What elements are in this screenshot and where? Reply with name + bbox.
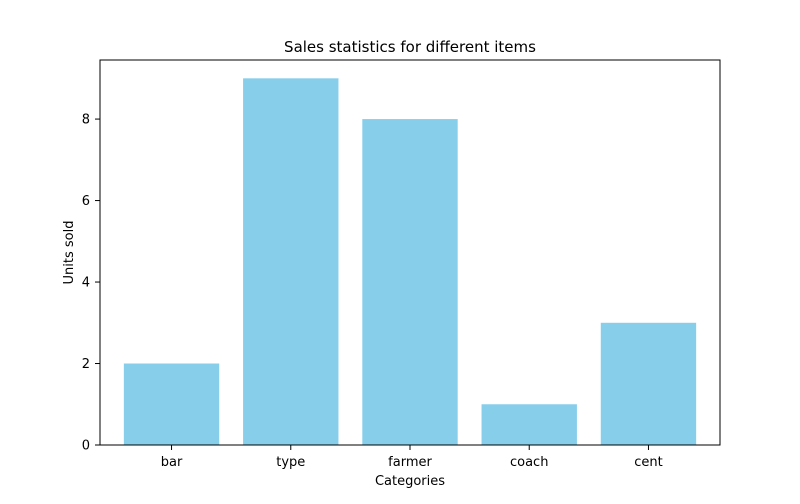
bar-farmer [362,119,458,446]
y-tick-label: 2 [82,357,90,372]
bar-type [243,78,339,445]
axes-frame [99,59,721,446]
x-tick-label: type [276,455,305,470]
y-axis-ticks: 0 2 4 6 8 [82,113,100,454]
y-axis-label: Units sold [62,221,77,285]
x-axis-label: Categories [375,474,445,489]
chart-title: Sales statistics for different items [284,38,536,56]
bar-coach [481,404,577,445]
y-tick-label: 6 [82,194,90,209]
plot-area [123,78,697,446]
x-tick-label: cent [634,455,662,470]
x-tick-label: coach [510,455,548,470]
x-tick-label: farmer [388,455,432,470]
y-tick-label: 4 [82,276,90,291]
x-tick-label: bar [161,455,183,470]
x-axis-ticks: bar type farmer coach cent [161,445,663,470]
bar-cent [600,322,697,445]
bar-bar [123,363,220,445]
y-tick-label: 8 [82,113,90,128]
y-tick-label: 0 [82,439,90,454]
